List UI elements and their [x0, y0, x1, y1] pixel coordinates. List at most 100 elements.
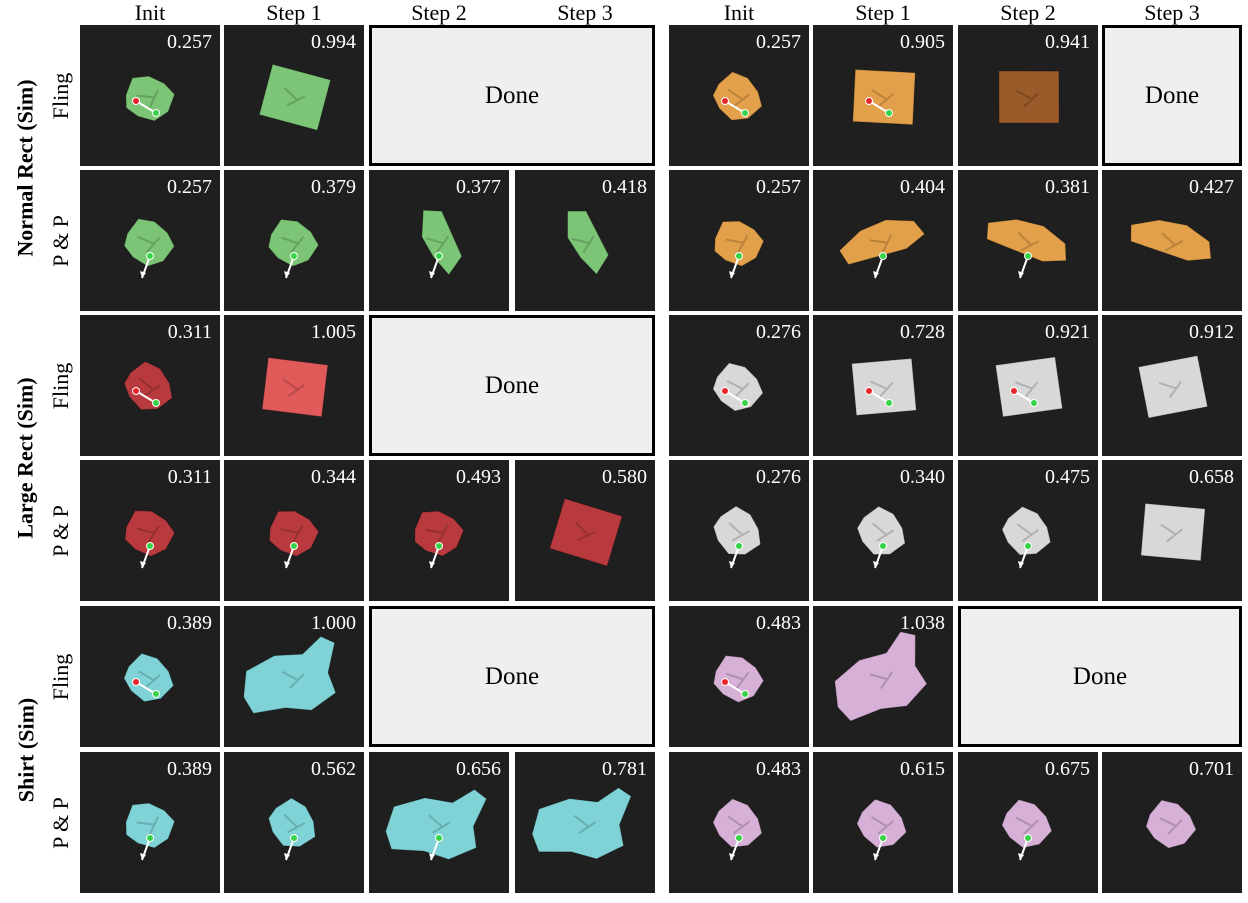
fling-point-red [721, 97, 729, 105]
coverage-score: 0.475 [1045, 466, 1090, 488]
cloth-render [421, 209, 463, 279]
cloth-wrinkle [281, 670, 305, 689]
column-header: Step 1 [855, 0, 911, 25]
column-header: Step 3 [1144, 0, 1200, 25]
cloth-snapshot: 0.994 [224, 25, 364, 166]
arrow-head [284, 853, 290, 860]
cloth-wrinkle [136, 525, 160, 544]
arrow-head [729, 853, 735, 860]
fling-point-red [1010, 387, 1018, 395]
fling-point-red [721, 387, 729, 395]
cloth-render [998, 70, 1060, 124]
cloth-snapshot: 0.276 [669, 315, 809, 456]
cloth-shape [712, 505, 761, 556]
row-group-text: Shirt (Sim) [13, 697, 38, 802]
row-label-text: P & P [48, 214, 73, 267]
cloth-wrinkle [571, 235, 595, 254]
cloth-snapshot: 1.038 [813, 606, 953, 747]
coverage-score: 0.483 [756, 758, 801, 780]
cloth-wrinkle [283, 87, 306, 107]
cloth-snapshot: 0.701 [1102, 752, 1242, 893]
arrow-head [729, 561, 735, 568]
row-group-text: Normal Rect (Sim) [13, 79, 39, 257]
cloth-shape [414, 510, 465, 557]
cloth-shape [712, 362, 764, 412]
cloth-wrinkle [425, 524, 449, 544]
row-label-text: P & P [48, 796, 73, 849]
cloth-shape [1137, 355, 1209, 419]
cloth-shape [268, 797, 316, 848]
cloth-snapshot: 0.483 [669, 752, 809, 893]
arrow-head [1018, 853, 1024, 860]
cloth-render [567, 210, 610, 276]
cloth-wrinkle [1015, 89, 1039, 108]
cloth-render [268, 797, 316, 861]
cloth-render [267, 218, 320, 279]
cloth-render [123, 360, 173, 411]
cloth-wrinkle [1159, 817, 1183, 835]
arrow-head [140, 561, 146, 568]
coverage-score: 0.580 [602, 466, 647, 488]
cloth-snapshot: 0.580 [515, 460, 655, 601]
coverage-score: 0.493 [456, 466, 501, 488]
column-header: Step 2 [411, 0, 467, 25]
fling-point-red [721, 678, 729, 686]
cloth-snapshot: 0.728 [813, 315, 953, 456]
cloth-wrinkle [1158, 380, 1183, 399]
cloth-render [1130, 219, 1212, 262]
pick-point [879, 542, 887, 550]
cloth-render [856, 505, 906, 569]
cloth-render [1140, 502, 1206, 562]
cloth-wrinkle [283, 814, 306, 834]
cloth-snapshot: 0.493 [369, 460, 509, 601]
coverage-score: 0.781 [602, 758, 647, 780]
row-label: Fling [44, 315, 78, 456]
coverage-score: 0.257 [756, 176, 801, 198]
arrow-head [140, 271, 146, 278]
cloth-shape [125, 75, 176, 122]
cloth-snapshot: 0.658 [1102, 460, 1242, 601]
cloth-wrinkle [282, 378, 306, 398]
cloth-wrinkle [281, 236, 305, 254]
cloth-snapshot: 0.311 [80, 315, 220, 456]
arrow-head [873, 561, 879, 568]
cloth-wrinkle [726, 380, 750, 398]
cloth-render [856, 798, 907, 861]
coverage-score: 0.658 [1189, 466, 1234, 488]
coverage-score: 0.257 [756, 31, 801, 53]
cloth-wrinkle [136, 89, 159, 109]
cloth-render [834, 631, 928, 722]
fling-point-green [152, 399, 160, 407]
cloth-wrinkle [725, 672, 750, 690]
row-label-text: Fling [48, 72, 73, 119]
cloth-wrinkle [1160, 523, 1184, 543]
fling-point-green [885, 109, 893, 117]
done-panel: Done [369, 315, 655, 456]
cloth-shape [268, 510, 320, 557]
cloth-render [714, 220, 765, 279]
coverage-score: 0.905 [900, 31, 945, 53]
row-label: P & P [44, 752, 78, 893]
cloth-wrinkle [425, 235, 449, 254]
cloth-shape [1001, 506, 1052, 556]
coverage-score: 0.377 [456, 176, 501, 198]
cloth-shape [712, 71, 763, 121]
column-header: Init [134, 0, 166, 25]
cloth-wrinkle [280, 525, 304, 544]
coverage-score: 0.257 [167, 31, 212, 53]
cloth-snapshot: 0.905 [813, 25, 953, 166]
cloth-render [712, 362, 764, 412]
coverage-score: 0.257 [167, 176, 212, 198]
cloth-wrinkle [1161, 232, 1184, 252]
pick-point [879, 252, 887, 260]
arrow-head [284, 561, 290, 568]
pick-point [735, 252, 743, 260]
cloth-shape [712, 798, 763, 848]
column-header: Step 1 [266, 0, 322, 25]
fling-point-green [741, 399, 749, 407]
pick-point [735, 542, 743, 550]
cloth-shape [421, 209, 463, 276]
cloth-wrinkle [869, 671, 893, 690]
cloth-render [258, 63, 332, 131]
fling-point-green [1030, 399, 1038, 407]
